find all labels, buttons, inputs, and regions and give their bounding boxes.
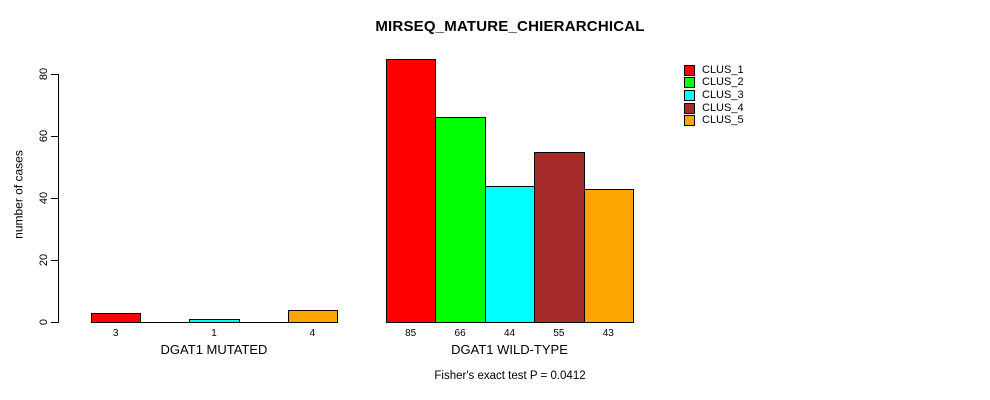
bar-clus_5 <box>287 309 338 323</box>
y-axis-tick <box>51 136 58 137</box>
y-axis-tick <box>51 322 58 323</box>
bar-clus_3 <box>484 185 536 323</box>
legend-item-clus_4: CLUS_4 <box>684 102 744 115</box>
legend-swatch-icon <box>684 102 695 114</box>
legend-item-clus_1: CLUS_1 <box>684 64 744 77</box>
legend-swatch-icon <box>684 77 695 89</box>
y-tick-label: 20 <box>38 253 50 267</box>
y-axis-line <box>58 74 59 323</box>
bar-clus_1 <box>386 58 437 323</box>
bar-value-label: 55 <box>553 328 565 339</box>
y-tick-label: 0 <box>38 318 50 326</box>
y-tick-label: 80 <box>38 67 50 81</box>
bar-value-label: 1 <box>211 328 217 339</box>
x-group-label: DGAT1 MUTATED <box>160 342 268 357</box>
bar-value-label: 66 <box>454 328 466 339</box>
bar-value-label: 4 <box>309 328 316 339</box>
y-tick-label: 40 <box>38 191 50 205</box>
annotation-text: Fisher's exact test P = 0.0412 <box>434 370 586 382</box>
legend-item-label: CLUS_2 <box>702 76 744 89</box>
legend-swatch-icon <box>684 115 695 127</box>
group-baseline <box>386 322 634 323</box>
bar-clus_2 <box>435 117 486 323</box>
bar-clus_5 <box>583 188 634 323</box>
group-baseline <box>91 322 338 323</box>
y-tick-label: 60 <box>38 129 50 143</box>
legend-item-label: CLUS_3 <box>702 88 744 101</box>
x-group-label: DGAT1 WILD-TYPE <box>451 342 568 357</box>
y-axis-label: number of cases <box>11 150 26 239</box>
bar-value-label: 85 <box>405 328 417 339</box>
legend-item-clus_5: CLUS_5 <box>684 114 744 127</box>
legend-swatch-icon <box>684 89 695 101</box>
legend-item-clus_2: CLUS_2 <box>684 77 744 90</box>
bar-value-label: 44 <box>503 328 516 339</box>
legend-item-label: CLUS_1 <box>702 63 744 76</box>
legend-item-label: CLUS_5 <box>702 114 744 127</box>
y-axis-tick <box>51 198 58 199</box>
legend: CLUS_1 CLUS_2 CLUS_3 CLUS_4 CLUS_5 <box>684 64 744 127</box>
y-axis-tick <box>51 260 58 261</box>
chart-title: MIRSEQ_MATURE_CHIERARCHICAL <box>375 18 645 35</box>
legend-item-clus_3: CLUS_3 <box>684 89 744 102</box>
bar-clus_4 <box>534 151 585 323</box>
y-axis-tick <box>51 74 58 75</box>
legend-swatch-icon <box>684 64 695 76</box>
bar-value-label: 3 <box>112 328 119 339</box>
bar-value-label: 43 <box>602 328 614 339</box>
legend-item-label: CLUS_4 <box>702 101 744 114</box>
